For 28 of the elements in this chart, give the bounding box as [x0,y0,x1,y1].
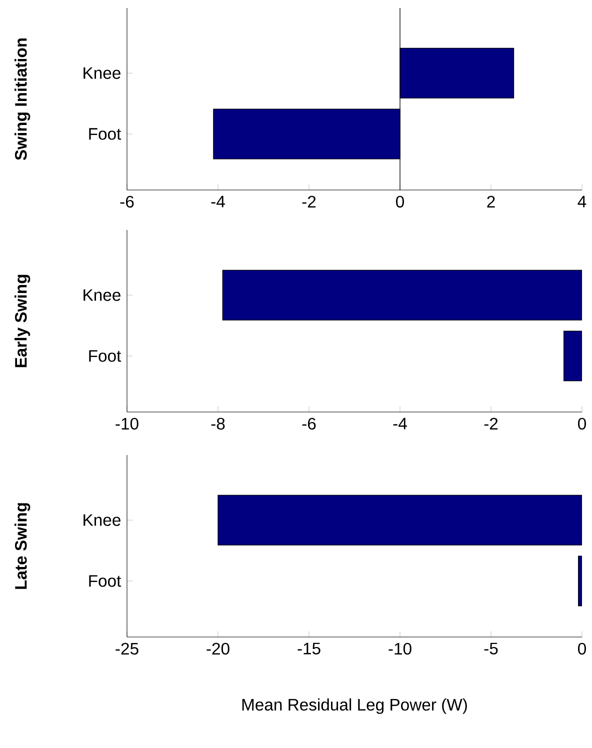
x-tick-label: -6 [302,418,316,430]
x-tick-label: -10 [388,642,412,655]
y-tick-label: Knee [84,289,120,301]
x-tick-label: -10 [116,418,138,430]
y-tick-label: Knee [84,67,120,79]
y-tick-label: Foot [89,128,121,140]
x-tick-label: -2 [484,418,498,430]
x-tick-label: -6 [120,196,134,208]
x-tick-label: -5 [484,642,498,654]
x-tick-label: -4 [393,418,407,430]
y-tick-label: Foot [89,350,121,362]
x-tick-label: 2 [487,196,495,208]
y-axis-title: Swing Initiation [14,38,30,160]
y-tick-label: Knee [84,514,120,526]
x-axis-title: Mean Residual Leg Power (W) [242,698,467,714]
x-tick-label: -25 [116,642,138,655]
x-tick-label: -2 [302,196,316,208]
x-tick-label: 0 [578,418,586,430]
x-tick-label: -15 [298,642,320,654]
y-axis-title: Early Swing [14,274,30,368]
y-tick-label: Foot [89,575,121,587]
y-axis-title: Late Swing [14,503,30,589]
x-tick-label: 0 [578,642,586,655]
x-tick-label: -4 [211,196,225,208]
x-tick-label: 0 [396,196,404,208]
x-tick-label: -8 [211,418,225,430]
x-tick-label: 4 [578,196,586,208]
x-tick-label: -20 [206,642,230,655]
